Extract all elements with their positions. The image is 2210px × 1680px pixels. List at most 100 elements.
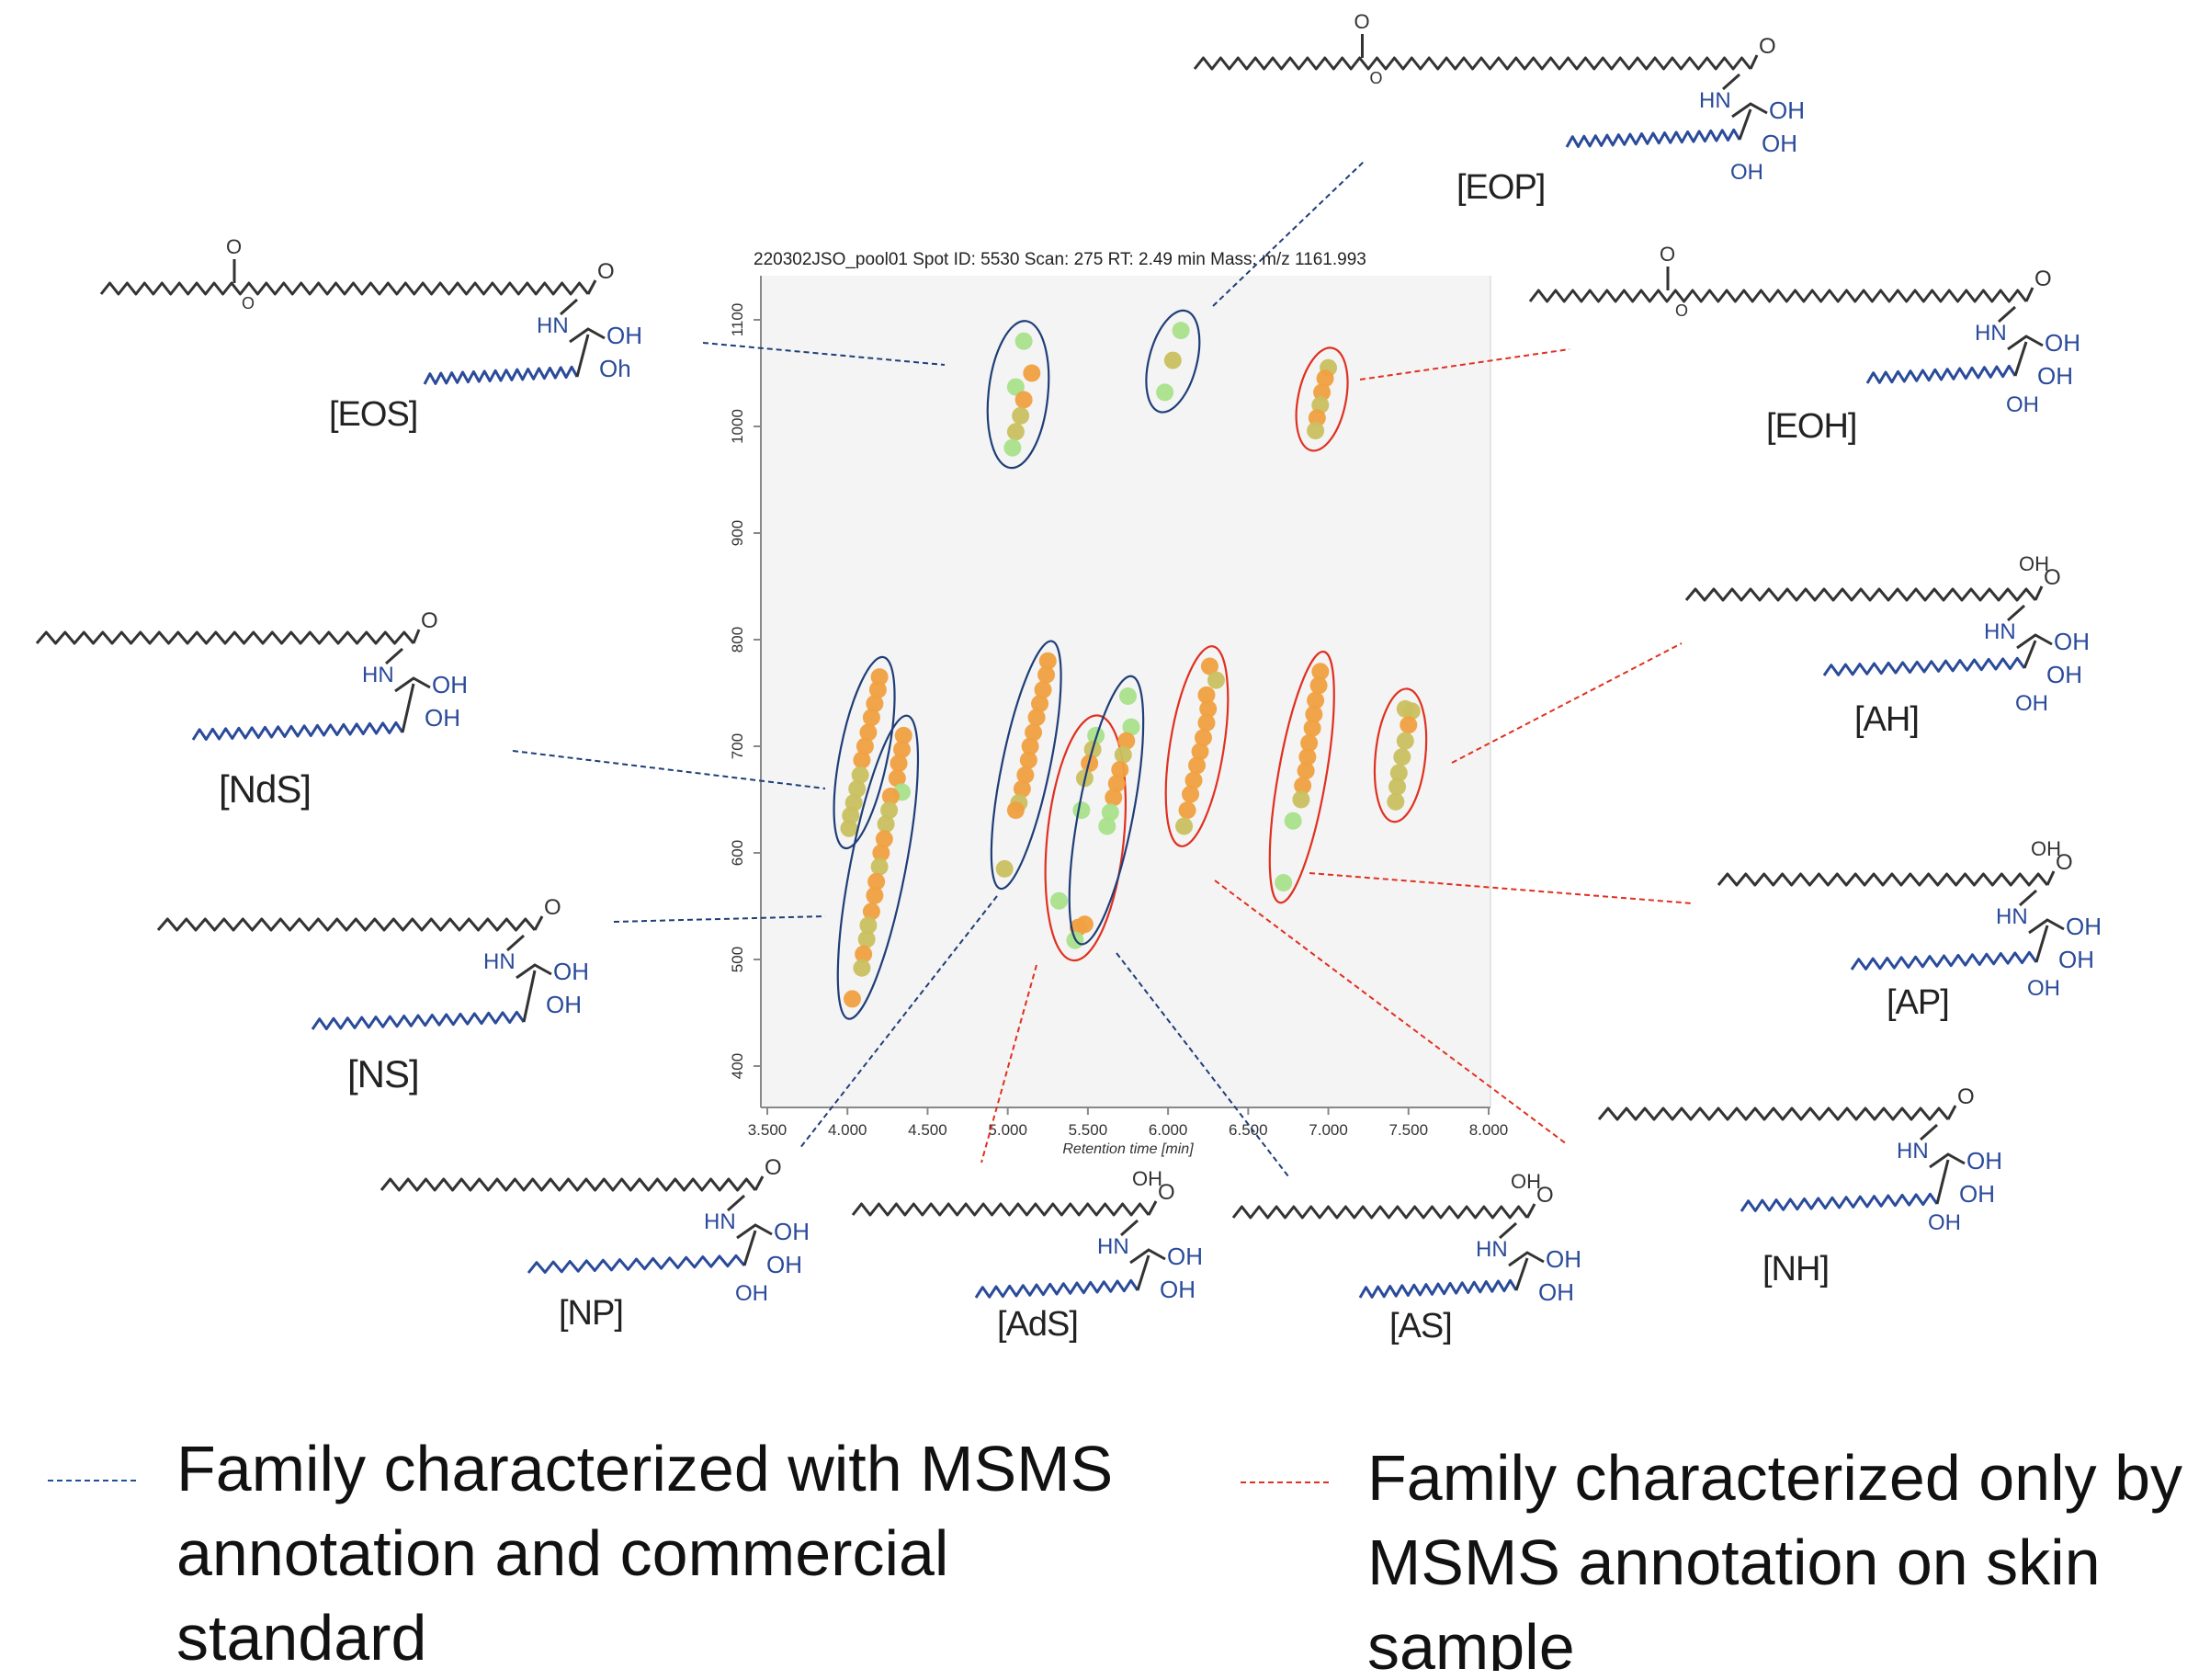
data-point: [1175, 818, 1193, 835]
hn-text: HN: [537, 313, 569, 338]
hn-text: HN: [362, 663, 394, 687]
carbonyl-o-text: O: [1759, 34, 1776, 59]
data-point: [840, 820, 857, 837]
y-tick-label: 600: [729, 840, 746, 866]
legend-line-red: [1241, 1481, 1329, 1483]
sphingoid-chain: [528, 1255, 744, 1273]
tertiary-oh-text: OH: [2015, 691, 2048, 716]
hn-text: HN: [1476, 1237, 1508, 1262]
data-point: [866, 887, 883, 904]
carbonyl-o-text: O: [544, 895, 561, 920]
secondary-oh-text: OH: [425, 704, 460, 732]
data-point: [1304, 720, 1321, 737]
structure-label-as: [AS]: [1389, 1307, 1452, 1346]
x-tick-label: 8.000: [1469, 1121, 1509, 1139]
amide-bond: [1723, 74, 1740, 89]
hn-text: HN: [1984, 619, 2016, 644]
data-point: [1023, 365, 1040, 382]
amide-bond: [1999, 307, 2015, 322]
acyl-chain: [1686, 589, 2035, 600]
data-point: [1197, 714, 1215, 732]
data-point: [1007, 423, 1025, 440]
tertiary-oh-text: OH: [2006, 392, 2039, 417]
x-tick-label: 4.000: [828, 1121, 867, 1139]
structure-ns: OHN OHOH: [158, 895, 589, 1029]
amide-bond: [1500, 1223, 1516, 1238]
data-point: [1098, 818, 1116, 835]
carbonyl-bond: [1751, 55, 1757, 69]
ester-o-text: O: [1675, 301, 1688, 320]
x-tick-label: 5.500: [1069, 1121, 1108, 1139]
carbonyl-bond: [588, 280, 595, 294]
data-point: [1292, 791, 1309, 809]
structure-eop: O O O HN OH OH OH: [1195, 10, 1805, 185]
tertiary-oh-text: OH: [1730, 160, 1763, 185]
y-tick-label: 800: [729, 627, 746, 653]
carbonyl-bond: [414, 630, 419, 643]
data-point: [1298, 762, 1315, 779]
data-point: [1015, 333, 1033, 350]
carbonyl-o-text: O: [1957, 1084, 1975, 1109]
data-point: [863, 709, 880, 726]
secondary-oh-text: OH: [766, 1251, 802, 1278]
data-point: [1119, 687, 1137, 705]
x-axis-title: Retention time [min]: [1062, 1141, 1194, 1157]
alpha-oh-text: OH: [2031, 837, 2061, 860]
amide-bond: [2020, 891, 2036, 905]
sphingoid-chain: [1567, 130, 1740, 147]
sphingoid-chain: [1741, 1194, 1937, 1211]
y-tick-label: 1000: [729, 409, 746, 444]
data-point: [1207, 672, 1225, 689]
sphingoid-chain: [193, 722, 402, 740]
data-point: [1387, 793, 1404, 811]
carbonyl-bond: [535, 916, 542, 930]
secondary-oh-text: Oh: [599, 355, 631, 382]
data-point: [1275, 874, 1292, 891]
data-point: [1188, 756, 1206, 774]
primary-oh-text: OH: [606, 322, 642, 349]
data-point: [1285, 812, 1302, 830]
data-point: [853, 959, 870, 977]
ester-o-text: O: [242, 294, 255, 312]
ester-o-text: O: [1370, 69, 1383, 87]
alpha-oh-text: OH: [2019, 552, 2049, 575]
sphingoid-chain: [1360, 1280, 1516, 1298]
chart-header: 220302JSO_pool01 Spot ID: 5530 Scan: 275…: [754, 250, 1507, 279]
secondary-oh-text: OH: [1959, 1180, 1995, 1208]
acyl-chain: [1195, 58, 1751, 69]
backbone-bond: [2015, 342, 2026, 376]
carbonyl-o-text: O: [597, 259, 615, 284]
data-point: [1182, 786, 1199, 803]
y-tick-label: 400: [729, 1053, 746, 1079]
data-point: [1028, 709, 1046, 726]
amide-bond: [728, 1196, 744, 1210]
backbone-bond: [577, 335, 588, 377]
carbonyl-bond: [755, 1176, 763, 1190]
structure-np: OHN OHOHOH: [381, 1155, 810, 1306]
ester-o-text: O: [1354, 10, 1370, 33]
hn-text: HN: [1975, 321, 2007, 346]
data-point: [1388, 778, 1406, 796]
data-point: [890, 755, 908, 772]
data-point: [878, 815, 895, 833]
primary-oh-text: OH: [553, 958, 589, 985]
primary-oh-text: OH: [1546, 1245, 1581, 1273]
carbonyl-bond: [1527, 1204, 1535, 1218]
data-point: [1015, 392, 1033, 409]
data-point: [1072, 801, 1090, 819]
sphingoid-chain: [1824, 658, 2024, 675]
carbonyl-o-text: O: [2034, 267, 2052, 291]
legend-text-red: Family characterized only by MSMS annota…: [1367, 1436, 2182, 1671]
carbonyl-bond: [2026, 288, 2033, 301]
primary-oh-text: OH: [2045, 329, 2080, 357]
backbone-bond: [1740, 109, 1751, 140]
data-point: [1105, 789, 1122, 806]
tertiary-oh-text: OH: [1928, 1210, 1961, 1235]
data-point: [1037, 666, 1055, 684]
backbone-bond: [1138, 1255, 1149, 1290]
legend-blue-line-3: standard: [176, 1595, 1113, 1680]
structure-label-nds: [NdS]: [219, 767, 311, 812]
